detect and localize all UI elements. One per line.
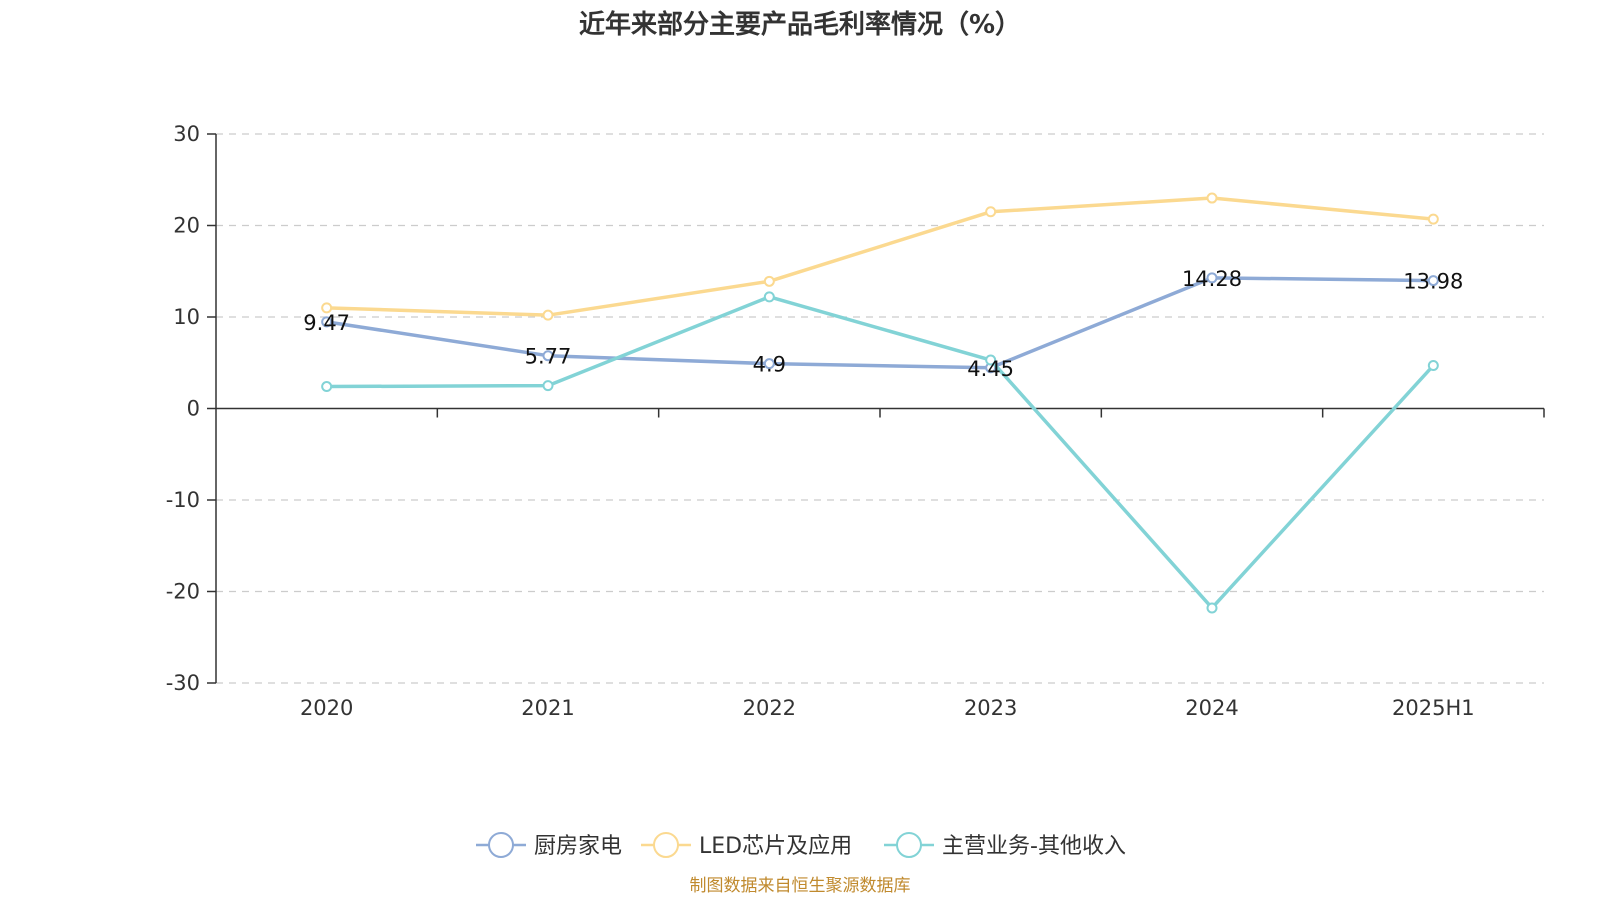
data-point[interactable] — [1206, 602, 1218, 614]
legend-label: 厨房家电 — [534, 834, 622, 859]
x-tick-label: 2021 — [521, 696, 574, 720]
data-point[interactable] — [321, 302, 333, 314]
legend-marker — [653, 832, 679, 858]
legend[interactable]: 厨房家电 LED芯片及应用 主营业务-其他收入 — [476, 832, 1126, 859]
y-tick-label: 20 — [173, 214, 200, 238]
legend-label: 主营业务-其他收入 — [942, 834, 1126, 859]
data-point[interactable] — [542, 380, 554, 392]
y-tick-label: 30 — [173, 122, 200, 146]
data-point[interactable] — [1427, 359, 1439, 371]
data-point[interactable] — [321, 381, 333, 393]
x-tick-label: 2022 — [743, 696, 796, 720]
x-tick-label: 2025H1 — [1392, 696, 1475, 720]
series-line-0 — [326, 276, 1434, 370]
legend-marker — [488, 832, 514, 858]
y-axis-ticks: 30 20 10 0 -10 -20 -30 — [166, 122, 216, 695]
data-point[interactable] — [1206, 272, 1218, 284]
data-point[interactable] — [542, 350, 554, 362]
source-note: 制图数据来自恒生聚源数据库 — [690, 876, 911, 896]
data-label: 5.77 — [525, 345, 572, 369]
y-tick-label: -20 — [166, 580, 200, 604]
data-point[interactable] — [985, 354, 997, 366]
data-labels: 9.47 5.77 4.9 4.45 14.28 13.98 — [303, 267, 1463, 381]
data-label: 4.9 — [753, 353, 786, 377]
series-group — [321, 192, 1439, 614]
data-point[interactable] — [1427, 213, 1439, 225]
legend-item-2[interactable]: 主营业务-其他收入 — [884, 832, 1126, 859]
legend-item-0[interactable]: 厨房家电 — [476, 832, 622, 859]
legend-item-1[interactable]: LED芯片及应用 — [641, 832, 852, 859]
x-tick-label: 2024 — [1185, 696, 1238, 720]
x-tick-label: 2020 — [300, 696, 353, 720]
x-axis-ticks: 2020 2021 2022 2023 2024 2025H1 — [300, 408, 1545, 720]
y-tick-label: 10 — [173, 305, 200, 329]
legend-marker — [896, 832, 922, 858]
series-line-1 — [326, 196, 1434, 317]
data-label: 9.47 — [303, 311, 350, 335]
data-point[interactable] — [321, 316, 333, 328]
data-point[interactable] — [1206, 192, 1218, 204]
data-point[interactable] — [985, 206, 997, 218]
data-point[interactable] — [542, 309, 554, 321]
x-tick-label: 2023 — [964, 696, 1017, 720]
chart-title: 近年来部分主要产品毛利率情况（%） — [579, 9, 1021, 40]
y-tick-label: -10 — [166, 488, 200, 512]
data-point[interactable] — [763, 291, 775, 303]
data-label: 4.45 — [967, 357, 1014, 381]
data-label: 13.98 — [1403, 270, 1463, 294]
data-label: 14.28 — [1182, 267, 1242, 291]
y-tick-label: 0 — [187, 397, 200, 421]
data-point[interactable] — [763, 358, 775, 370]
legend-label: LED芯片及应用 — [699, 834, 852, 859]
data-point[interactable] — [763, 275, 775, 287]
series-line-2 — [326, 295, 1435, 610]
data-point[interactable] — [1427, 275, 1439, 287]
y-tick-label: -30 — [166, 671, 200, 695]
grid-lines — [216, 133, 1544, 684]
